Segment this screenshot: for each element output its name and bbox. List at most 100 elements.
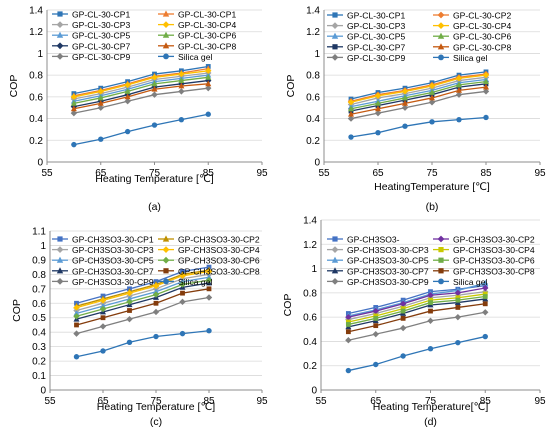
data-point (455, 91, 463, 98)
legend-marker (437, 32, 445, 39)
data-point (179, 278, 186, 284)
series-line (348, 303, 486, 333)
data-point (152, 291, 160, 298)
x-axis-title: Heating Temperature [℃] (97, 401, 215, 413)
legend-entry: GP-CL-30-CP8 (178, 41, 236, 51)
legend-entry: GP-CH3SO3-30-CP6 (178, 256, 260, 266)
legend-marker (438, 257, 444, 263)
y-tick-label: 0.4 (29, 114, 43, 125)
data-point (483, 114, 489, 121)
legend-marker (438, 247, 444, 253)
legend: GP-CH3SO3-30-CP1GP-CH3SO3-30-CP3GP-CH3SO… (52, 235, 260, 287)
data-point (483, 83, 489, 90)
series-8 (348, 78, 489, 112)
data-point (429, 119, 435, 125)
legend-entry: Silica gel (453, 277, 487, 287)
legend-marker (56, 53, 64, 60)
data-point (124, 128, 131, 135)
legend-marker (331, 256, 339, 263)
series-line (73, 113, 209, 146)
x-tick-label: 95 (256, 396, 268, 407)
data-point (454, 313, 462, 321)
data-point (374, 109, 382, 117)
data-point (179, 330, 186, 337)
data-point (126, 339, 133, 345)
data-point (399, 324, 407, 332)
legend-marker (438, 54, 444, 61)
legend-marker (331, 246, 339, 253)
data-point (99, 323, 107, 330)
data-point (455, 75, 463, 82)
panel-label: (b) (426, 201, 439, 213)
y-tick-label: 0.2 (303, 361, 317, 372)
data-point (124, 98, 131, 105)
series-7 (73, 268, 213, 311)
legend-marker (56, 21, 64, 28)
legend-marker (332, 236, 338, 242)
legend-entry: GP-CH3SO3-30-CP5 (72, 256, 154, 266)
legend-marker (162, 31, 170, 38)
data-point (178, 70, 185, 78)
data-point (205, 73, 212, 80)
legend-entry: GP-CL-30-CP4 (453, 21, 511, 31)
data-point (98, 136, 104, 142)
data-point (205, 268, 213, 275)
data-point (100, 315, 106, 321)
x-axis-title: Heating Temperature[℃] (373, 401, 489, 413)
data-point (124, 93, 131, 100)
series-line (76, 282, 210, 320)
legend-marker (437, 235, 445, 243)
panel-label: (a) (148, 201, 161, 213)
data-point (373, 313, 379, 319)
data-point (345, 329, 351, 335)
y-tick-label: 0.6 (303, 313, 317, 324)
x-tick-label: 55 (41, 168, 53, 179)
data-point (153, 300, 159, 306)
data-point (402, 99, 408, 106)
y-axis-title: COP (8, 75, 20, 98)
legend-entry: GP-CL-30-CP5 (347, 32, 405, 42)
legend-marker (332, 44, 338, 50)
series-7 (347, 71, 490, 106)
x-tick-label: 75 (149, 168, 161, 179)
data-point (97, 99, 104, 106)
series-line (348, 295, 486, 326)
data-point (482, 279, 489, 286)
data-point (428, 99, 436, 106)
series-line (350, 73, 487, 102)
data-point (345, 337, 352, 344)
data-point (97, 88, 104, 95)
y-tick-label: 0.2 (32, 357, 46, 368)
y-tick-label: 0.2 (306, 136, 320, 147)
data-point (73, 354, 80, 360)
series-line (76, 269, 210, 307)
y-tick-label: 0.4 (32, 328, 46, 339)
data-point (345, 322, 351, 327)
legend-marker (437, 43, 445, 50)
series-line (350, 90, 487, 120)
data-point (345, 367, 352, 374)
data-point (400, 308, 406, 314)
legend-entry: GP-CL-30-CP2 (453, 11, 511, 21)
y-tick-label: 0.6 (32, 299, 46, 310)
series-9 (74, 286, 212, 328)
x-tick-label: 75 (150, 396, 162, 407)
data-point (153, 333, 159, 340)
y-tick-label: 0.2 (29, 136, 43, 147)
data-point (482, 284, 489, 292)
data-point (375, 99, 381, 106)
legend-entry: GP-CH3SO3-30-CP8 (453, 266, 535, 276)
series-6 (345, 284, 489, 321)
data-point (482, 301, 488, 307)
legend-marker (57, 236, 63, 242)
data-point (400, 315, 406, 321)
data-point (455, 339, 461, 346)
data-point (206, 328, 212, 334)
series-line (76, 270, 210, 309)
legend-entry: GP-CL-30-CP7 (347, 42, 405, 52)
x-tick-label: 85 (480, 396, 492, 407)
y-tick-label: 0.6 (306, 92, 320, 103)
chart-panel-2: 0 0.2 0.4 0.6 0.8 1 1.2 1.4 55 65 75 85 95 COP Heating… (285, 6, 546, 214)
legend-marker (163, 278, 169, 285)
series-line (350, 86, 487, 115)
